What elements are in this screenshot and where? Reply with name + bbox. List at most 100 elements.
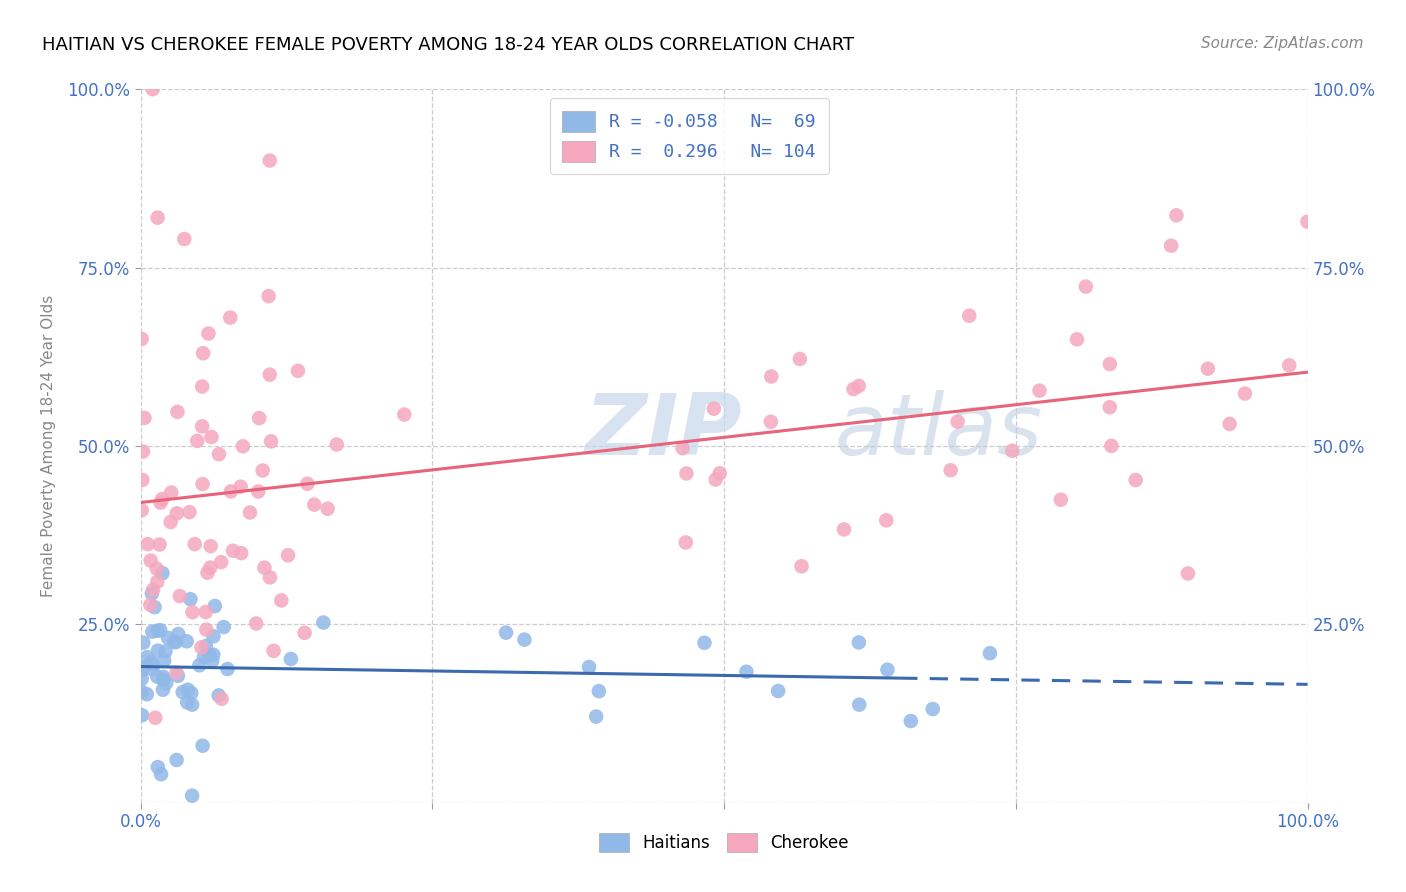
Point xyxy=(201,653,224,667)
Point xyxy=(165,665,187,680)
Point xyxy=(131,664,153,678)
Point xyxy=(513,632,536,647)
Point xyxy=(204,599,226,613)
Point xyxy=(159,515,181,529)
Point xyxy=(202,648,225,662)
Point xyxy=(325,437,347,451)
Point xyxy=(195,623,218,637)
Point xyxy=(578,660,600,674)
Point xyxy=(585,709,607,723)
Point xyxy=(1278,359,1301,373)
Point xyxy=(921,702,943,716)
Point xyxy=(181,789,204,803)
Point xyxy=(1066,332,1088,346)
Point xyxy=(789,351,811,366)
Point xyxy=(142,82,165,96)
Point xyxy=(257,289,280,303)
Legend: Haitians, Cherokee: Haitians, Cherokee xyxy=(593,826,855,859)
Point xyxy=(875,513,897,527)
Point xyxy=(152,566,174,581)
Point xyxy=(239,506,262,520)
Point xyxy=(766,684,789,698)
Point xyxy=(208,689,231,703)
Point xyxy=(287,364,309,378)
Point xyxy=(141,655,163,669)
Point xyxy=(200,560,222,574)
Point xyxy=(146,643,169,657)
Point xyxy=(150,767,173,781)
Point xyxy=(260,434,283,449)
Point xyxy=(900,714,922,728)
Point xyxy=(1177,566,1199,581)
Point xyxy=(208,447,231,461)
Point xyxy=(184,537,207,551)
Point xyxy=(146,574,169,589)
Point xyxy=(152,670,174,684)
Point xyxy=(212,620,235,634)
Point xyxy=(946,415,969,429)
Point xyxy=(180,686,202,700)
Point xyxy=(190,640,212,655)
Point xyxy=(1296,215,1319,229)
Point xyxy=(141,586,163,600)
Point xyxy=(1050,492,1073,507)
Point xyxy=(703,401,725,416)
Point xyxy=(131,503,153,517)
Point xyxy=(188,658,211,673)
Point xyxy=(177,682,200,697)
Point xyxy=(131,332,153,346)
Point xyxy=(735,665,758,679)
Point xyxy=(200,430,222,444)
Point xyxy=(166,405,188,419)
Point xyxy=(155,676,177,690)
Point xyxy=(217,662,239,676)
Point xyxy=(1028,384,1050,398)
Point xyxy=(135,687,157,701)
Point xyxy=(1001,443,1024,458)
Point xyxy=(146,624,169,638)
Point xyxy=(166,753,188,767)
Point xyxy=(939,463,962,477)
Point xyxy=(191,379,214,393)
Point xyxy=(142,582,165,597)
Point xyxy=(146,211,169,225)
Point xyxy=(259,570,281,584)
Point xyxy=(157,631,180,645)
Point xyxy=(141,657,163,672)
Point xyxy=(979,646,1001,660)
Point xyxy=(709,467,731,481)
Point xyxy=(876,663,898,677)
Point xyxy=(219,484,242,499)
Point xyxy=(181,698,204,712)
Point xyxy=(957,309,980,323)
Point xyxy=(136,537,159,551)
Point xyxy=(132,635,155,649)
Point xyxy=(179,592,201,607)
Point xyxy=(693,636,716,650)
Point xyxy=(270,593,292,607)
Point xyxy=(247,484,270,499)
Point xyxy=(259,368,281,382)
Point xyxy=(191,739,214,753)
Point xyxy=(181,605,204,619)
Point xyxy=(139,598,162,612)
Point xyxy=(675,467,697,481)
Point xyxy=(132,661,155,675)
Point xyxy=(145,561,167,575)
Point xyxy=(198,648,221,662)
Point xyxy=(302,498,325,512)
Point xyxy=(176,695,198,709)
Point xyxy=(394,408,416,422)
Point xyxy=(263,644,285,658)
Point xyxy=(191,477,214,491)
Point xyxy=(1166,208,1188,222)
Point xyxy=(202,629,225,643)
Point xyxy=(173,232,195,246)
Point xyxy=(1160,238,1182,252)
Point xyxy=(193,650,215,665)
Point xyxy=(153,653,176,667)
Point xyxy=(848,635,870,649)
Point xyxy=(832,523,855,537)
Point xyxy=(1098,401,1121,415)
Point xyxy=(588,684,610,698)
